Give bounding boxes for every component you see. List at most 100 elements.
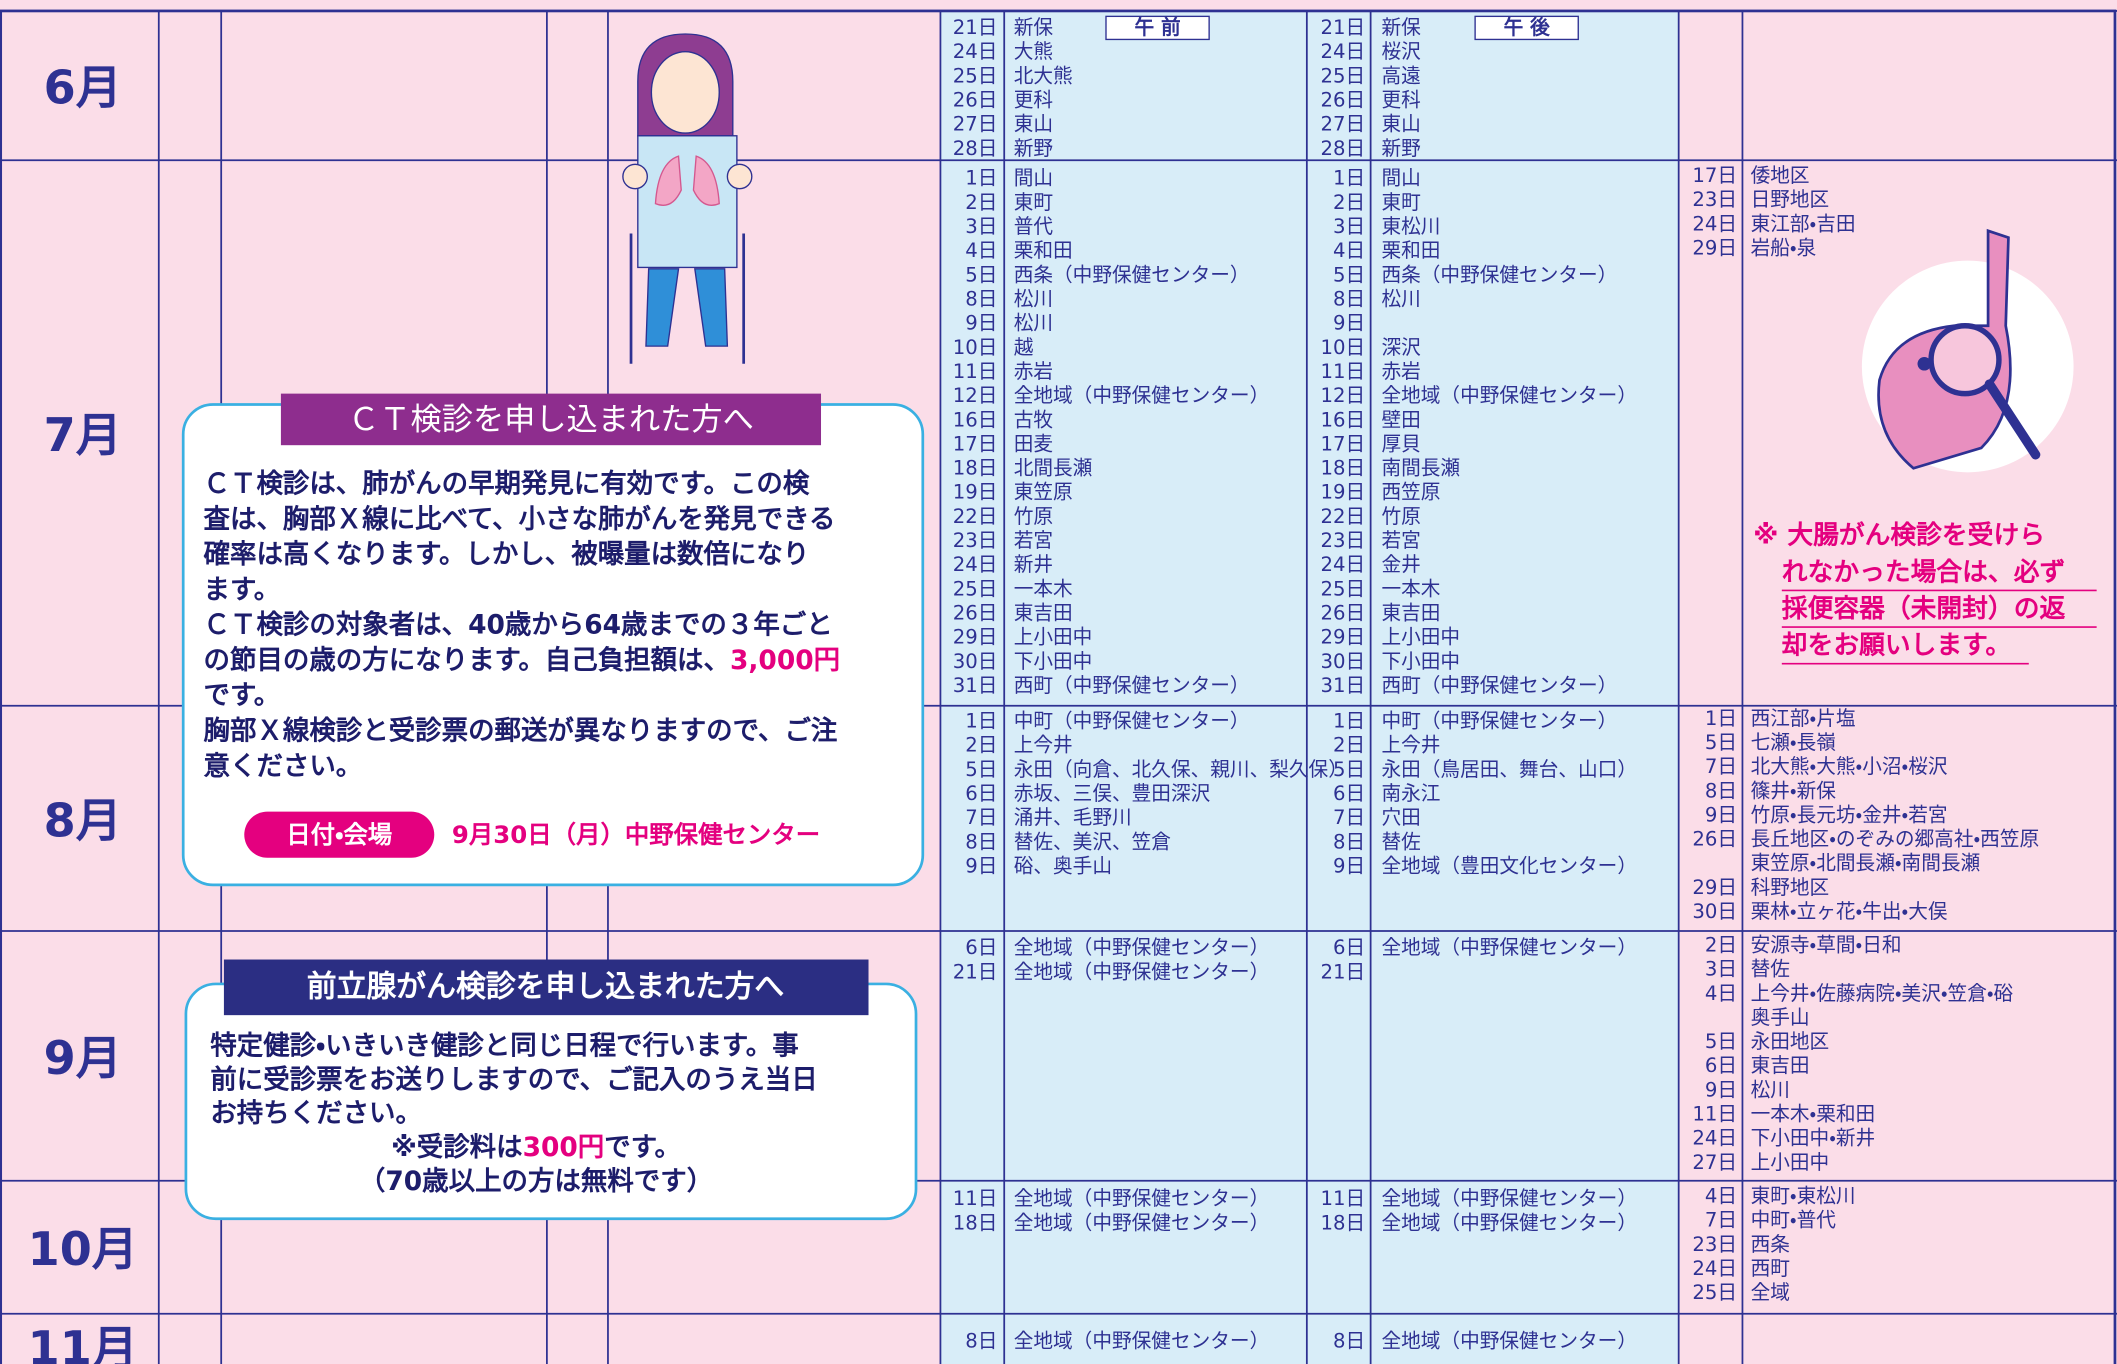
day: 6日 bbox=[965, 782, 997, 805]
day: 7日 bbox=[1705, 1209, 1737, 1232]
month-label: 11月 bbox=[28, 1321, 138, 1364]
text-segment: 3,000円 bbox=[730, 644, 840, 675]
text-segment: （70歳以上の方は無料です） bbox=[359, 1166, 713, 1197]
afternoon-header-box bbox=[1474, 15, 1579, 41]
place: 普代 bbox=[1014, 215, 1054, 238]
place: 金井 bbox=[1381, 553, 1420, 576]
day: 31日 bbox=[953, 674, 998, 697]
place: 越 bbox=[1014, 336, 1034, 359]
prostate-title: 前立腺がん検診を申し込まれた方へ bbox=[307, 970, 785, 1005]
place: 西町（中野保健センター） bbox=[1014, 674, 1250, 697]
place: 全地域（中野保健センター） bbox=[1381, 1187, 1637, 1210]
day: 4日 bbox=[965, 239, 997, 262]
day: 24日 bbox=[1321, 40, 1366, 63]
face bbox=[650, 50, 720, 134]
text-segment: ＣＴ検診の対象者は、40歳から64歳までの３年ごと bbox=[204, 609, 833, 640]
day: 9日 bbox=[965, 312, 997, 335]
day: 29日 bbox=[1692, 236, 1737, 259]
text-segment: ます。 bbox=[204, 574, 281, 605]
place: 松川 bbox=[1014, 312, 1053, 335]
day: 2日 bbox=[1705, 933, 1737, 956]
ct-line: ＣＴ検診の対象者は、40歳から64歳までの３年ごと bbox=[204, 609, 833, 640]
day: 23日 bbox=[1692, 188, 1737, 211]
place: 赤坂、三俣、豊田深沢 bbox=[1014, 782, 1211, 805]
afternoon-header: 午 後 bbox=[1504, 16, 1550, 39]
prostate-line: お持ちください。 bbox=[210, 1098, 422, 1129]
day: 26日 bbox=[953, 602, 998, 625]
day: 10日 bbox=[953, 336, 998, 359]
place: 西条（中野保健センター） bbox=[1014, 263, 1250, 286]
day: 26日 bbox=[953, 89, 998, 112]
text-segment: の節目の歳の方になります。自己負担額は、 bbox=[204, 644, 730, 675]
place: 大熊 bbox=[1014, 40, 1053, 63]
day: 2日 bbox=[965, 734, 997, 757]
place: 一本木 bbox=[1014, 577, 1073, 600]
place: 安源寺・草間・日和 bbox=[1751, 933, 1902, 956]
text-segment: 特定健診・いきいき健診と同じ日程で行います。事 bbox=[210, 1030, 798, 1061]
text-segment: 胸部Ｘ線検診と受診票の郵送が異なりますので、ご注 bbox=[204, 715, 838, 746]
day: 3日 bbox=[965, 215, 997, 238]
place: 松川 bbox=[1381, 287, 1420, 310]
day: 26日 bbox=[1692, 828, 1737, 851]
day: 25日 bbox=[953, 577, 998, 600]
day: 24日 bbox=[1692, 212, 1737, 235]
day: 4日 bbox=[1333, 239, 1365, 262]
day: 21日 bbox=[1321, 16, 1366, 39]
place: 全地域（豊田文化センター） bbox=[1381, 854, 1637, 877]
day: 24日 bbox=[953, 553, 998, 576]
day: 12日 bbox=[1321, 384, 1366, 407]
day: 5日 bbox=[965, 758, 997, 781]
place: 下小田中・新井 bbox=[1751, 1127, 1876, 1150]
hand bbox=[726, 163, 753, 190]
place: 北大熊 bbox=[1014, 64, 1073, 87]
place: 穴田 bbox=[1381, 806, 1420, 829]
place: 間山 bbox=[1014, 167, 1053, 190]
day: 29日 bbox=[953, 626, 998, 649]
month-label: 9月 bbox=[44, 1031, 122, 1085]
day: 17日 bbox=[1692, 164, 1737, 187]
place: 全地域（中野保健センター） bbox=[1014, 960, 1270, 983]
place: 松川 bbox=[1751, 1078, 1790, 1101]
day: 2日 bbox=[1333, 191, 1365, 214]
note-line: 採便容器（未開封）の返 bbox=[1782, 594, 2066, 624]
day: 10日 bbox=[1321, 336, 1366, 359]
day: 4日 bbox=[1705, 982, 1737, 1005]
day: 2日 bbox=[1333, 734, 1365, 757]
day: 16日 bbox=[1321, 408, 1366, 431]
day: 24日 bbox=[953, 40, 998, 63]
day: 25日 bbox=[1321, 577, 1366, 600]
day: 22日 bbox=[1321, 505, 1366, 528]
place: 替佐、美沢、笠倉 bbox=[1014, 830, 1172, 853]
prostate-title-bar bbox=[223, 959, 869, 1016]
place: 東町・東松川 bbox=[1751, 1185, 1856, 1208]
date-venue: 9月30日（月）中野保健センター bbox=[452, 820, 820, 849]
day: 24日 bbox=[1321, 553, 1366, 576]
ct-line: 胸部Ｘ線検診と受診票の郵送が異なりますので、ご注 bbox=[204, 715, 838, 746]
ct-title-bar bbox=[280, 393, 822, 446]
note-line: ※ 大腸がん検診を受けら bbox=[1753, 520, 2045, 551]
text-segment: です。 bbox=[604, 1132, 681, 1163]
day: 7日 bbox=[965, 806, 997, 829]
day: 18日 bbox=[1321, 1211, 1366, 1234]
place: 東松川 bbox=[1381, 215, 1440, 238]
day: 9日 bbox=[1705, 803, 1737, 826]
place: 替佐 bbox=[1381, 830, 1420, 853]
day: 3日 bbox=[1333, 215, 1365, 238]
day: 26日 bbox=[1321, 602, 1366, 625]
colon-illustration bbox=[1861, 228, 2074, 473]
place: 壁田 bbox=[1381, 408, 1420, 431]
day: 18日 bbox=[953, 457, 998, 480]
day: 30日 bbox=[1321, 650, 1366, 673]
place: 桜沢 bbox=[1381, 40, 1421, 63]
day: 3日 bbox=[1705, 958, 1737, 981]
morning-header-box bbox=[1105, 15, 1210, 41]
badge-pill bbox=[244, 811, 435, 858]
place: 科野地区 bbox=[1751, 876, 1830, 899]
month-label: 7月 bbox=[44, 408, 122, 462]
place: 全地域（中野保健センター） bbox=[1381, 1330, 1637, 1353]
magnifier-lens bbox=[1928, 323, 2002, 397]
place: 全域 bbox=[1751, 1281, 1790, 1304]
place: 篠井・新保 bbox=[1751, 779, 1837, 802]
